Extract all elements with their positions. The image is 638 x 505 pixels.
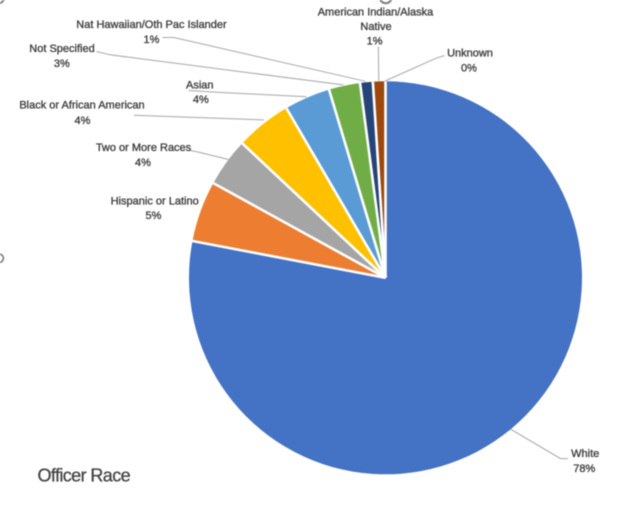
svg-text:Asian: Asian [186, 80, 214, 92]
svg-text:Nat Hawaiian/Oth Pac Islander: Nat Hawaiian/Oth Pac Islander [76, 19, 227, 31]
svg-text:American Indian/Alaska: American Indian/Alaska [318, 6, 434, 18]
svg-text:Hispanic or Latino: Hispanic or Latino [111, 195, 199, 207]
svg-text:Not Specified: Not Specified [29, 43, 94, 55]
svg-text:0%: 0% [461, 62, 477, 74]
svg-text:Unknown: Unknown [447, 48, 493, 60]
svg-text:4%: 4% [193, 94, 209, 106]
svg-text:78%: 78% [573, 463, 595, 475]
svg-text:1%: 1% [144, 34, 160, 46]
svg-text:4%: 4% [75, 115, 91, 127]
svg-text:Officer Race: Officer Race [38, 466, 131, 486]
svg-text:Two or More Races: Two or More Races [96, 142, 192, 154]
svg-text:White: White [571, 448, 599, 460]
svg-text:1%: 1% [367, 35, 383, 47]
svg-text:Black or African American: Black or African American [19, 100, 144, 112]
svg-text:5%: 5% [146, 210, 162, 222]
svg-text:3%: 3% [54, 58, 70, 70]
svg-text:Native: Native [360, 21, 391, 33]
svg-text:4%: 4% [135, 157, 151, 169]
